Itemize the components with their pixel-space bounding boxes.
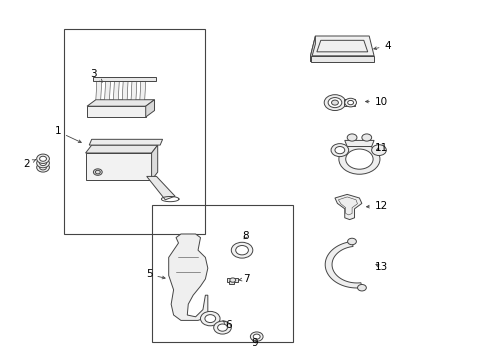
Circle shape [213, 321, 231, 334]
Polygon shape [310, 56, 373, 62]
Polygon shape [113, 80, 119, 100]
Bar [343, 99, 354, 106]
Circle shape [345, 149, 372, 169]
Circle shape [235, 246, 248, 255]
Polygon shape [310, 36, 315, 62]
Text: 2: 2 [23, 159, 36, 169]
Bar [228, 281, 233, 284]
Circle shape [229, 278, 235, 282]
Text: 5: 5 [145, 269, 165, 279]
Text: 13: 13 [374, 262, 387, 272]
Circle shape [330, 144, 348, 157]
Bar [151, 205, 293, 342]
Circle shape [231, 242, 252, 258]
Bar [93, 77, 155, 81]
Circle shape [93, 169, 102, 175]
Polygon shape [104, 80, 110, 100]
Text: 12: 12 [366, 201, 387, 211]
Circle shape [253, 334, 260, 339]
Circle shape [347, 100, 353, 105]
Polygon shape [140, 80, 145, 100]
Circle shape [361, 134, 371, 141]
Polygon shape [145, 100, 154, 117]
Text: 8: 8 [242, 231, 249, 241]
Circle shape [217, 324, 227, 331]
Polygon shape [87, 106, 145, 117]
Circle shape [324, 95, 345, 111]
Circle shape [40, 161, 46, 166]
Text: 11: 11 [374, 143, 387, 153]
Polygon shape [89, 139, 162, 145]
Polygon shape [85, 145, 157, 153]
Polygon shape [325, 242, 361, 288]
Circle shape [346, 134, 356, 141]
Bar [85, 153, 151, 180]
Text: 9: 9 [250, 338, 257, 348]
Polygon shape [96, 80, 102, 100]
Polygon shape [122, 80, 128, 100]
Circle shape [37, 158, 49, 168]
Circle shape [250, 332, 263, 341]
Circle shape [334, 147, 344, 154]
Polygon shape [146, 176, 175, 200]
Polygon shape [131, 80, 137, 100]
Text: 7: 7 [239, 274, 249, 284]
Circle shape [37, 154, 49, 163]
Polygon shape [151, 145, 157, 180]
Circle shape [200, 311, 220, 326]
Circle shape [204, 315, 215, 323]
Polygon shape [334, 194, 361, 220]
Text: 1: 1 [54, 126, 81, 143]
Circle shape [37, 163, 49, 172]
Circle shape [347, 238, 356, 245]
Circle shape [371, 145, 386, 156]
Polygon shape [344, 140, 373, 147]
Text: 6: 6 [222, 320, 232, 330]
Bar [63, 29, 205, 234]
Text: 10: 10 [365, 96, 387, 107]
Circle shape [344, 98, 356, 107]
Text: 4: 4 [373, 41, 390, 51]
Circle shape [40, 165, 46, 170]
Circle shape [327, 98, 341, 108]
Circle shape [40, 156, 46, 161]
Polygon shape [310, 36, 373, 56]
Circle shape [331, 100, 338, 105]
Circle shape [357, 284, 366, 291]
Polygon shape [87, 100, 154, 106]
Polygon shape [168, 234, 207, 320]
Text: 3: 3 [90, 69, 102, 82]
Bar [227, 278, 238, 282]
Circle shape [338, 144, 379, 174]
